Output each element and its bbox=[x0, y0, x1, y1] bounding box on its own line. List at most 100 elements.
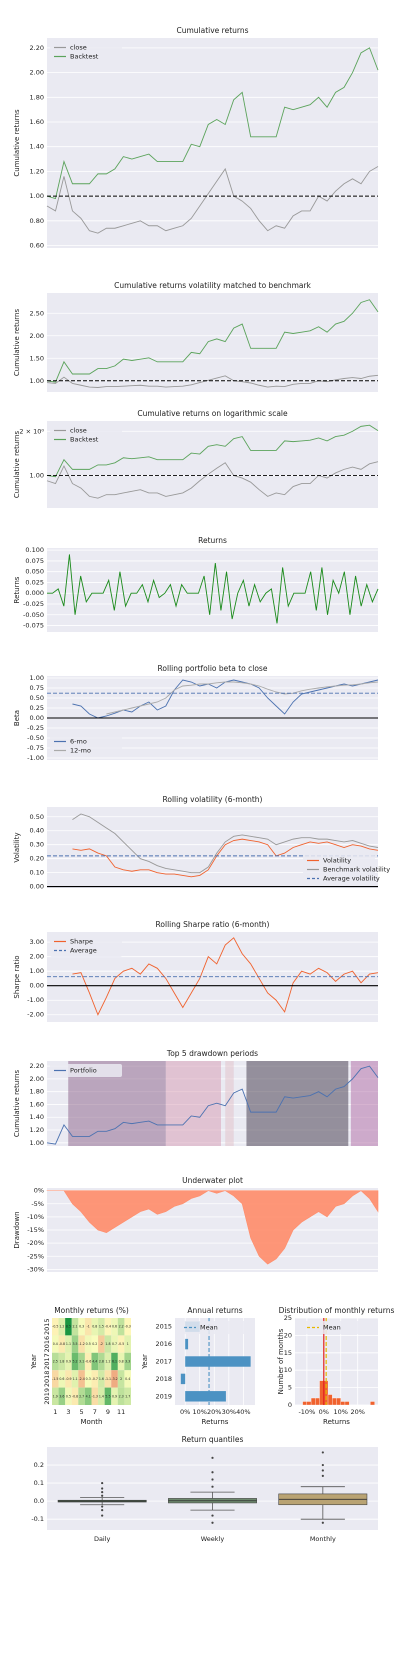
heatmap-cell bbox=[91, 1335, 99, 1353]
outlier bbox=[321, 1474, 324, 1477]
legend-label: Portfolio bbox=[70, 1067, 97, 1075]
outlier bbox=[211, 1456, 214, 1459]
chart-title: Rolling portfolio beta to close bbox=[158, 664, 268, 673]
heatmap-cell bbox=[58, 1352, 66, 1371]
y-tick-label: -1.00 bbox=[27, 996, 44, 1004]
bar bbox=[185, 1338, 189, 1350]
y-tick-label: 0 bbox=[288, 1401, 292, 1409]
y-tick-label: 3.00 bbox=[30, 938, 44, 946]
heatmap-cell bbox=[78, 1370, 85, 1388]
legend-label: 12-mo bbox=[70, 747, 91, 755]
hist-bar bbox=[327, 1394, 333, 1406]
hist-bar bbox=[344, 1401, 350, 1406]
series-line bbox=[46, 47, 379, 200]
cell-label: 1.7 bbox=[125, 1394, 130, 1398]
y-tick-label: -30% bbox=[27, 1265, 44, 1273]
heatmap-cell bbox=[91, 1370, 99, 1388]
y-tick-label: 0.00 bbox=[30, 714, 44, 722]
heatmap-cell bbox=[65, 1335, 72, 1353]
legend-label: Backtest bbox=[70, 53, 99, 61]
cell-label: -1 bbox=[87, 1325, 90, 1329]
y-tick-label: 0.80 bbox=[30, 217, 44, 225]
y-axis-label: Cumulative returns bbox=[13, 431, 21, 499]
heatmap-cell bbox=[91, 1352, 99, 1371]
x-tick-label: 0% bbox=[319, 1408, 329, 1416]
y-axis-label: Cumulative returns bbox=[13, 109, 21, 177]
y-tick-label: 0.075 bbox=[25, 557, 44, 565]
cell-label: 1.6 bbox=[99, 1377, 104, 1381]
series-line bbox=[46, 374, 379, 388]
heatmap-cell bbox=[91, 1318, 99, 1336]
y-tick-label: 25 bbox=[284, 1314, 292, 1322]
y-tick-label: 1.00 bbox=[30, 377, 44, 385]
heatmap-cell bbox=[117, 1387, 125, 1405]
y-tick-label: 2018 bbox=[155, 1375, 172, 1383]
y-tick-label: -0.075 bbox=[23, 622, 44, 630]
y-tick-label: 0.75 bbox=[30, 684, 44, 692]
y-tick-label: 1.00 bbox=[30, 1139, 44, 1147]
heatmap-cell bbox=[124, 1370, 131, 1388]
cell-label: 4.1 bbox=[86, 1394, 91, 1398]
legend-label: close bbox=[70, 44, 87, 52]
legend-label: Mean bbox=[200, 1324, 218, 1332]
y-tick-label: 0.60 bbox=[30, 242, 44, 250]
chart-title: Cumulative returns volatility matched to… bbox=[114, 281, 311, 290]
legend-box bbox=[50, 1064, 122, 1077]
outlier bbox=[101, 1494, 104, 1497]
bar bbox=[185, 1356, 251, 1367]
outlier bbox=[101, 1505, 104, 1508]
cell-label: 1.5 bbox=[99, 1325, 104, 1329]
heatmap-cell bbox=[78, 1335, 85, 1353]
cell-label: 2.5 bbox=[53, 1360, 58, 1364]
hist-bar bbox=[336, 1397, 341, 1406]
x-tick-label: 30% bbox=[222, 1408, 236, 1416]
x-tick-label: 20% bbox=[207, 1408, 221, 1416]
hist-bar bbox=[340, 1401, 346, 1406]
series-line bbox=[72, 813, 379, 874]
heatmap-cell bbox=[52, 1370, 59, 1388]
x-tick-label: Daily bbox=[94, 1535, 111, 1543]
x-tick-label: 20% bbox=[350, 1408, 364, 1416]
y-tick-label: 1.20 bbox=[30, 167, 44, 175]
y-tick-label: 2.20 bbox=[30, 1062, 44, 1070]
cell-label: 4.4 bbox=[92, 1360, 97, 1364]
hist-bar bbox=[306, 1401, 312, 1406]
y-tick-label: -10% bbox=[27, 1213, 44, 1221]
y-tick-label: 0.10 bbox=[30, 869, 44, 877]
y-tick-label: -1.00 bbox=[27, 754, 44, 762]
y-tick-label: 2.20 bbox=[30, 44, 44, 52]
y-tick-label: 1.60 bbox=[30, 118, 44, 126]
heatmap-cell bbox=[104, 1318, 112, 1336]
y-axis-label: Year bbox=[141, 1354, 149, 1370]
outlier bbox=[211, 1485, 214, 1488]
heatmap-cell bbox=[78, 1318, 85, 1336]
y-axis-label: Sharpe ratio bbox=[13, 955, 21, 998]
heatmap-cell bbox=[84, 1352, 92, 1371]
y-tick-label: 2016 bbox=[155, 1340, 172, 1348]
outlier bbox=[321, 1451, 324, 1454]
y-tick-label: 0.20 bbox=[30, 855, 44, 863]
cell-label: 1.1 bbox=[73, 1377, 78, 1381]
heatmap-cell bbox=[52, 1318, 59, 1336]
drawdown-span bbox=[225, 1061, 234, 1146]
drawdown-span bbox=[165, 1061, 221, 1146]
cell-label: 2.3 bbox=[119, 1394, 124, 1398]
cell-label: -0.3 bbox=[125, 1325, 131, 1329]
x-tick-label: 9 bbox=[106, 1408, 110, 1416]
plot-background bbox=[47, 293, 378, 392]
heatmap-cell bbox=[71, 1370, 79, 1388]
heatmap-cell bbox=[71, 1335, 79, 1353]
cell-label: -0.7 bbox=[92, 1377, 98, 1381]
plot-background bbox=[47, 38, 378, 248]
y-tick-label: 1.40 bbox=[30, 1113, 44, 1121]
cell-label: 1 bbox=[127, 1342, 129, 1346]
heatmap-cell bbox=[91, 1387, 99, 1405]
chart-title: Distribution of monthly returns bbox=[279, 1306, 395, 1315]
heatmap-cell bbox=[124, 1352, 131, 1371]
legend-label: Sharpe bbox=[70, 938, 93, 946]
series-line bbox=[72, 838, 379, 878]
heatmap-cell bbox=[58, 1370, 66, 1388]
y-tick-label: 0.2 bbox=[34, 1461, 44, 1469]
y-tick-label: 15 bbox=[284, 1349, 292, 1357]
